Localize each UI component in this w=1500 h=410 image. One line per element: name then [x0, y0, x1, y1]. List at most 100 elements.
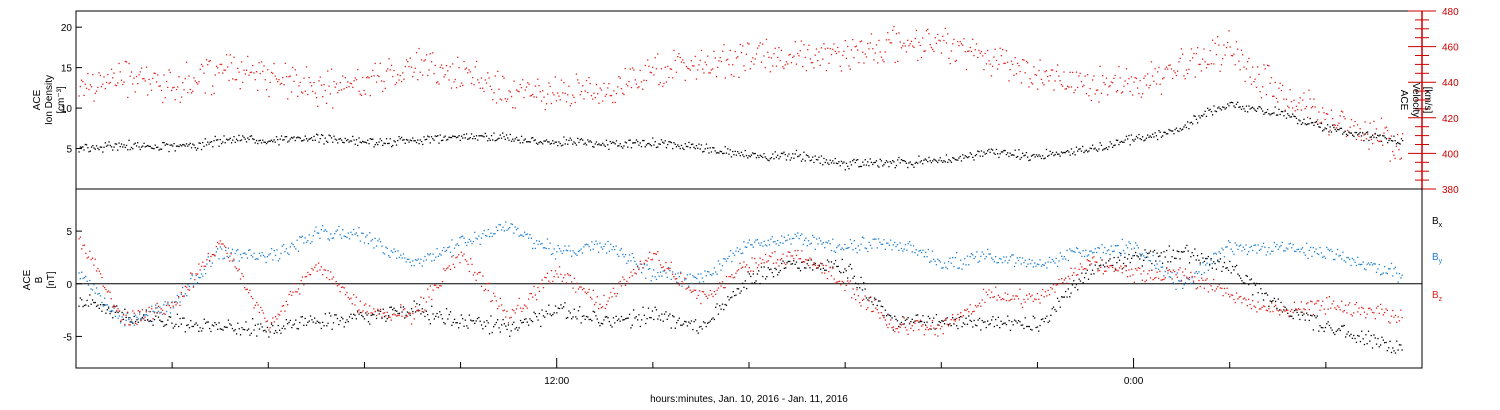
bx-point [479, 320, 481, 322]
by-point [1075, 247, 1078, 249]
by-point [1273, 242, 1275, 244]
bx-point [264, 329, 266, 331]
velocity-point [1207, 63, 1209, 65]
by-point [575, 253, 577, 255]
by-point [737, 250, 740, 253]
density-point [607, 144, 609, 146]
bx-point [1180, 251, 1183, 253]
by-point [892, 244, 894, 246]
density-point [1364, 133, 1366, 135]
velocity-point [700, 49, 703, 52]
bz-point [522, 307, 524, 310]
density-point [357, 144, 359, 147]
bz-point [300, 279, 302, 282]
density-point [95, 145, 98, 147]
by-point [662, 270, 664, 272]
velocity-point [632, 67, 634, 69]
by-point [1148, 259, 1150, 262]
velocity-point [715, 76, 718, 78]
velocity-point [95, 90, 98, 92]
velocity-point [780, 49, 783, 51]
bx-point [525, 318, 527, 320]
velocity-point [380, 80, 383, 82]
velocity-point [567, 94, 569, 96]
density-point [448, 136, 450, 138]
bx-point [1201, 253, 1203, 255]
bx-point [1394, 352, 1397, 354]
bx-point [1347, 331, 1349, 333]
density-point [624, 141, 626, 143]
velocity-point [100, 86, 103, 88]
by-point [1040, 265, 1043, 267]
by-point [1110, 245, 1113, 247]
bz-point [552, 280, 554, 282]
bz-point [405, 316, 407, 318]
bx-point [1036, 326, 1039, 328]
by-point [518, 235, 520, 237]
density-point [134, 142, 136, 144]
bx-point [646, 318, 648, 320]
bx-point [868, 297, 870, 299]
bx-point [941, 320, 943, 322]
by-point [519, 234, 522, 236]
by-point [921, 251, 923, 254]
density-point [1127, 138, 1129, 140]
density-point [714, 150, 716, 152]
by-point [453, 247, 456, 249]
velocity-point [355, 79, 358, 81]
by-point [293, 246, 296, 248]
bz-point [805, 258, 807, 261]
bz-point [361, 311, 363, 314]
bz-point [713, 291, 715, 293]
bz-point [431, 298, 433, 301]
by-point [389, 256, 391, 258]
bx-point [272, 325, 274, 327]
density-point [378, 141, 380, 143]
bx-point [623, 319, 625, 321]
velocity-point [1157, 71, 1159, 73]
velocity-point [755, 53, 758, 55]
density-point [1253, 108, 1255, 110]
density-point [862, 161, 864, 163]
bx-point [335, 314, 337, 316]
bx-point [725, 304, 728, 306]
bz-point [487, 289, 489, 292]
velocity-point [1099, 65, 1101, 67]
bz-point [486, 283, 488, 285]
bx-point [929, 317, 931, 320]
density-point [925, 159, 928, 161]
bx-point [523, 318, 526, 321]
density-tick-label: 20 [61, 23, 73, 34]
velocity-point [1150, 61, 1153, 63]
density-point [822, 164, 824, 166]
bx-point [382, 308, 384, 310]
bx-point [912, 321, 915, 324]
density-point [1207, 107, 1209, 109]
bx-point [607, 317, 609, 319]
bx-point [274, 330, 277, 332]
bz-point [315, 264, 317, 266]
bz-point [436, 286, 438, 289]
velocity-point [1135, 77, 1138, 80]
density-point [1043, 158, 1045, 160]
density-point [937, 161, 939, 164]
bz-point [118, 310, 121, 312]
bz-point [1026, 294, 1028, 296]
density-point [755, 157, 758, 159]
bz-point [795, 254, 798, 256]
by-point [331, 237, 333, 239]
bz-point [989, 297, 991, 299]
bx-point [458, 327, 460, 329]
density-point [944, 161, 946, 163]
density-point [1082, 145, 1084, 148]
by-point [444, 250, 446, 252]
by-point [602, 248, 604, 250]
bx-point [332, 322, 335, 324]
by-point [1032, 266, 1034, 268]
velocity-point [467, 72, 469, 74]
density-point [617, 145, 619, 147]
density-point [773, 158, 775, 160]
density-point [745, 154, 748, 157]
bz-point [995, 286, 997, 288]
by-point [253, 252, 255, 254]
